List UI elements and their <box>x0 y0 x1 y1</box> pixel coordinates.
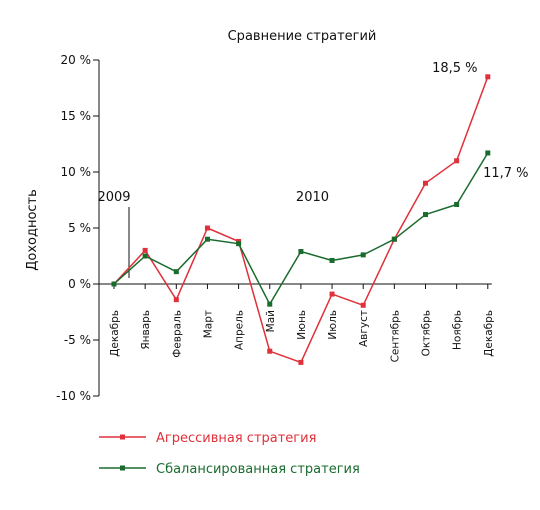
x-tick-label: Июнь <box>296 310 308 340</box>
labels-layer: 2009 2010 18,5 % 11,7 % <box>97 61 528 205</box>
legend-swatch-marker <box>120 434 125 440</box>
legend-label: Сбалансированная стратегия <box>156 462 360 477</box>
x-tick-label: Февраль <box>171 310 183 358</box>
data-point <box>111 281 117 287</box>
data-point <box>142 253 148 259</box>
data-point <box>360 252 366 258</box>
x-tick-label: Декабрь <box>109 310 121 357</box>
x-tick-label: Декабрь <box>483 310 495 357</box>
x-tick-label: Август <box>358 310 370 347</box>
series-line-2 <box>113 152 489 305</box>
series-layer <box>111 74 491 365</box>
data-point <box>298 249 304 255</box>
axes: 20 % 15 % 10 % 5 % 0 % -5 % -10 % Декабрь Январь… <box>56 53 495 403</box>
year-label: 2009 <box>97 190 130 205</box>
data-point <box>173 269 179 275</box>
data-point <box>454 158 460 164</box>
y-tick-label: 15 % <box>61 109 92 123</box>
x-tick-label: Ноябрь <box>452 310 464 350</box>
data-point <box>173 297 179 303</box>
data-point <box>329 257 335 263</box>
y-axis-label: Доходность <box>25 189 40 271</box>
x-tick-label: Май <box>265 310 277 332</box>
data-point <box>423 212 428 218</box>
legend: Агрессивная стратегия Сбалансированная ст… <box>99 431 360 477</box>
x-tick-label: Март <box>202 310 214 338</box>
y-tick-label: -5 % <box>64 333 91 347</box>
x-tick-label: Июль <box>327 310 339 340</box>
data-point <box>391 236 397 242</box>
year-label: 2010 <box>296 190 329 205</box>
y-tick-label: 5 % <box>68 221 91 235</box>
data-point <box>267 301 273 307</box>
data-point <box>485 150 491 156</box>
legend-swatch-marker <box>120 465 125 471</box>
x-tick-label: Январь <box>140 310 152 350</box>
y-tick-label: 20 % <box>61 53 92 67</box>
x-tick-label: Сентябрь <box>389 310 401 362</box>
y-tick-label: -10 % <box>56 389 91 403</box>
data-point <box>204 225 210 231</box>
data-point <box>423 180 428 186</box>
legend-label: Агрессивная стратегия <box>156 431 316 446</box>
y-tick-label: 0 % <box>68 277 91 291</box>
data-point <box>360 302 366 308</box>
chart-title: Сравнение стратегий <box>228 29 377 44</box>
data-point <box>267 348 273 354</box>
x-tick-label: Апрель <box>234 310 246 350</box>
data-point <box>454 201 460 207</box>
y-tick-label: 10 % <box>61 165 92 179</box>
x-tick-label: Октябрь <box>421 310 433 356</box>
end-value-label: 11,7 % <box>483 166 528 181</box>
end-value-label: 18,5 % <box>432 61 477 76</box>
data-point <box>329 291 335 297</box>
data-point <box>142 247 148 253</box>
data-point <box>485 74 491 80</box>
data-point <box>204 236 210 242</box>
data-point <box>236 241 242 247</box>
data-point <box>298 359 304 365</box>
